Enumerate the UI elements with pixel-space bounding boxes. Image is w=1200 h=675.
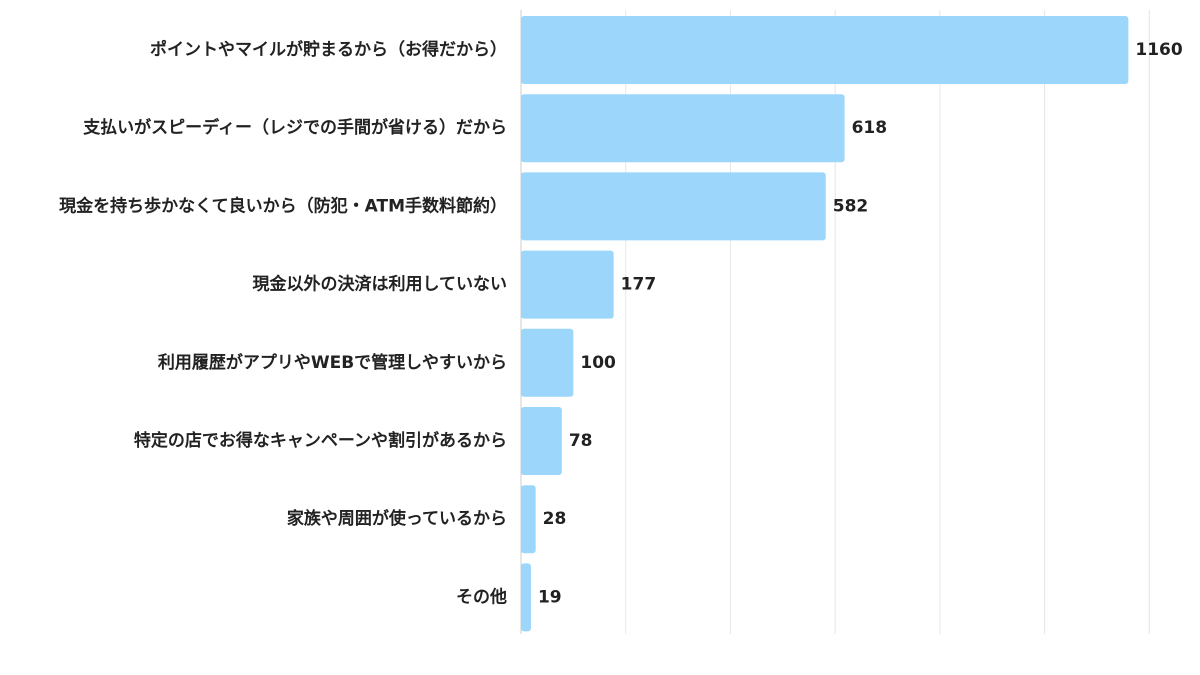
category-labels: ポイントやマイルが貯まるから（お得だから） 支払いがスピーディー（レジでの手間が省… <box>59 39 507 607</box>
bar <box>521 172 826 241</box>
value-label: 618 <box>852 118 888 138</box>
category-label: 支払いがスピーディー（レジでの手間が省ける）だから <box>83 117 507 138</box>
bar <box>521 485 536 554</box>
value-label: 582 <box>833 196 869 216</box>
bar <box>521 250 614 319</box>
category-label: その他 <box>456 586 507 607</box>
value-labels: 1160 618 582 177 100 78 28 19 <box>538 40 1183 607</box>
value-label: 1160 <box>1135 40 1182 60</box>
bar <box>521 563 531 632</box>
category-label: 利用履歴がアプリやWEBで管理しやすいから <box>158 352 507 373</box>
value-label: 78 <box>569 431 593 451</box>
bar <box>521 328 574 397</box>
bar <box>521 16 1129 84</box>
category-label: ポイントやマイルが貯まるから（お得だから） <box>150 39 507 60</box>
value-label: 19 <box>538 587 562 607</box>
category-label: 家族や周囲が使っているから <box>287 508 507 529</box>
value-label: 100 <box>580 353 616 373</box>
value-label: 28 <box>543 509 567 529</box>
bar <box>521 407 562 475</box>
bar <box>521 94 845 163</box>
category-label: 現金を持ち歩かなくて良いから（防犯・ATM手数料節約） <box>59 195 507 216</box>
bars <box>521 16 1129 632</box>
category-label: 現金以外の決済は利用していない <box>253 274 508 295</box>
value-label: 177 <box>621 275 657 295</box>
category-label: 特定の店でお得なキャンペーンや割引があるから <box>134 430 507 451</box>
